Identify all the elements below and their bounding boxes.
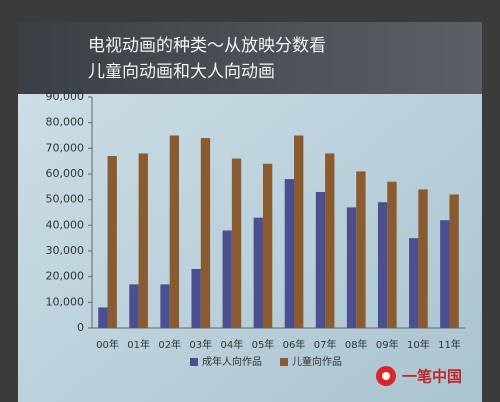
x-tick-label: 03年 — [189, 338, 212, 351]
bar — [160, 284, 170, 328]
y-tick-label: 20,000 — [46, 270, 85, 283]
bar — [356, 171, 366, 328]
bar — [191, 268, 201, 328]
watermark: 一笔中国 — [402, 368, 462, 386]
bar — [169, 135, 180, 328]
bar — [262, 163, 273, 328]
bar — [409, 238, 419, 328]
bar — [98, 307, 108, 328]
y-tick-label: 10,000 — [46, 295, 85, 308]
x-tick-label: 11年 — [438, 338, 461, 351]
bar — [107, 156, 117, 328]
bar — [418, 189, 428, 328]
legend-swatch — [190, 358, 198, 366]
bar — [284, 179, 295, 328]
x-tick-label: 05年 — [252, 338, 275, 351]
y-tick-label: 50,000 — [46, 193, 85, 206]
bar — [231, 158, 242, 328]
chart-title: 电视动画的种类～从放映分数看 — [88, 36, 326, 56]
bar — [222, 230, 232, 328]
x-tick-label: 09年 — [376, 338, 399, 351]
x-tick-label: 06年 — [283, 338, 306, 351]
bar — [253, 217, 263, 328]
y-tick-label: 0 — [77, 321, 84, 334]
y-tick-label: 90,000 — [46, 90, 85, 103]
legend-label: 成年人向作品 — [202, 355, 262, 368]
x-tick-label: 02年 — [158, 338, 181, 351]
x-tick-label: 00年 — [96, 338, 119, 351]
legend-label: 儿童向作品 — [292, 355, 342, 368]
bar — [440, 220, 450, 328]
x-tick-label: 01年 — [127, 338, 150, 351]
y-tick-label: 70,000 — [46, 141, 85, 154]
x-tick-label: 04年 — [221, 338, 244, 351]
bar — [387, 181, 397, 328]
bar — [129, 284, 139, 328]
y-tick-label: 60,000 — [46, 167, 85, 180]
x-tick-label: 10年 — [407, 338, 430, 351]
bar — [449, 194, 459, 328]
y-tick-label: 40,000 — [46, 218, 85, 231]
x-tick-label: 08年 — [345, 338, 368, 351]
y-tick-label: 80,000 — [46, 116, 85, 129]
bar — [200, 138, 211, 328]
x-tick-label: 07年 — [314, 338, 337, 351]
bar — [346, 207, 357, 328]
bar — [138, 153, 148, 328]
bar — [315, 191, 326, 328]
chart-title: 儿童向动画和大人向动画 — [88, 62, 275, 82]
watermark-logo — [382, 372, 390, 380]
y-tick-label: 30,000 — [46, 244, 85, 257]
bar — [377, 202, 388, 328]
bar — [325, 153, 335, 328]
bar — [294, 135, 304, 328]
title-band — [18, 22, 482, 94]
legend-swatch — [280, 358, 288, 366]
